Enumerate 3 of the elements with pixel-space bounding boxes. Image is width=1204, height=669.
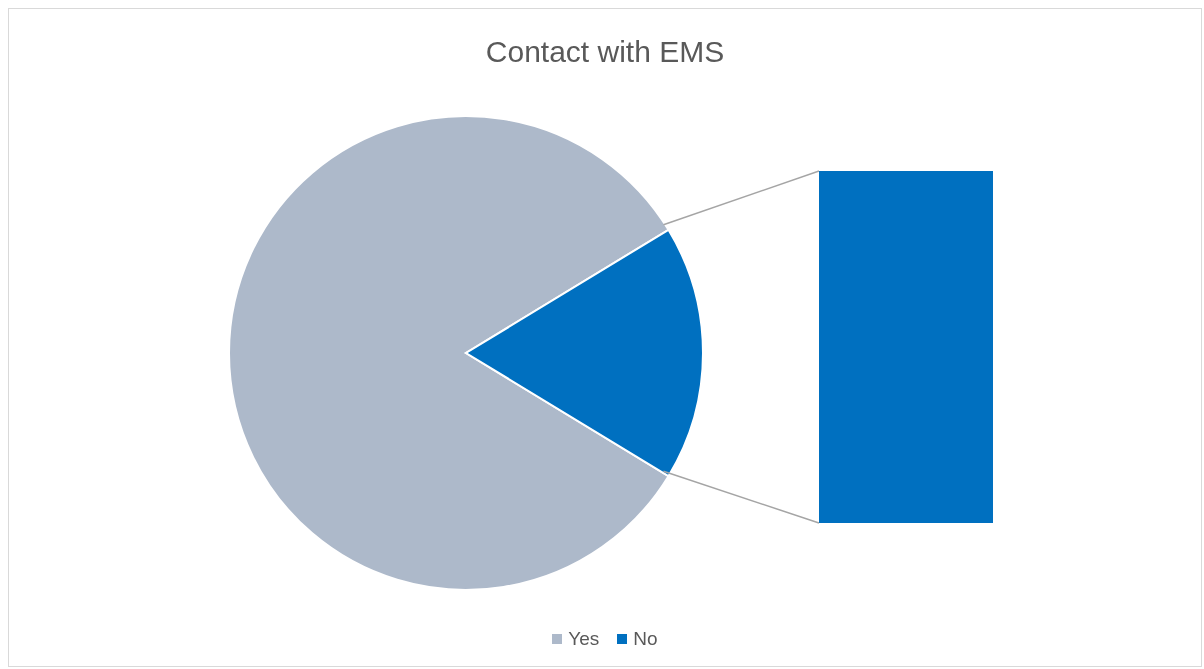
legend-label: No [633,628,658,650]
chart-title: Contact with EMS [484,35,726,69]
legend-label: Yes [568,628,600,650]
